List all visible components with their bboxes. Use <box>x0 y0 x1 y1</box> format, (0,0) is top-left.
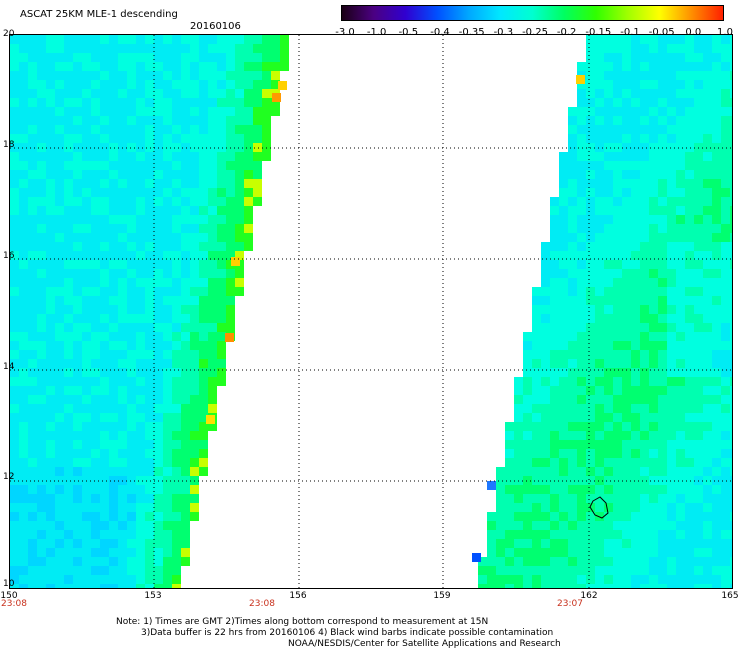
colorbar-tick-label: -0.5 <box>398 27 419 38</box>
colorbar-tick-label: -0.3 <box>493 27 514 38</box>
lon-label-150: 150 <box>0 591 18 601</box>
lat-label-14: 14 <box>3 362 15 372</box>
colorbar-labels: -3.0 -1.0 -0.5 -0.4 -0.35 -0.3 -0.25 -0.2 -0.15-… <box>330 27 740 39</box>
colorbar-tick-label: -0.35 <box>458 27 485 38</box>
note-line-1: Note: 1) Times are GMT 2)Times along bot… <box>116 617 489 627</box>
lat-label-16: 16 <box>3 251 15 261</box>
colorbar-tick-label: 0.0 <box>685 27 702 38</box>
colorbar-tick-label: -0.4 <box>430 27 450 38</box>
map-title: ASCAT 25KM MLE-1 descending <box>20 9 178 20</box>
colorbar-tick-label: -1.0 <box>366 27 387 38</box>
lat-label-20: 20 <box>3 29 15 39</box>
colorbar-tick-label: -0.25 <box>522 27 548 38</box>
lat-label-10: 10 <box>3 579 15 589</box>
map-panel <box>9 34 733 589</box>
time-label-2: 23:08 <box>249 599 275 609</box>
map-date: 20160106 <box>190 21 241 32</box>
lon-label-162: 162 <box>580 591 598 601</box>
colorbar <box>341 5 724 21</box>
colorbar-tick-label: -0.05 <box>648 27 675 38</box>
lat-label-18: 18 <box>3 140 15 150</box>
note-line-3: NOAA/NESDIS/Center for Satellite Applica… <box>288 639 561 649</box>
contamination-contour <box>589 496 609 519</box>
colorbar-tick-label: -3.0 <box>335 27 355 38</box>
lon-label-153: 153 <box>144 591 162 601</box>
scatterometer-field <box>10 35 732 588</box>
colorbar-tick-label: -0.15 <box>585 27 612 38</box>
lat-label-12: 12 <box>3 472 15 482</box>
lon-label-156: 156 <box>289 591 307 601</box>
note-line-2: 3)Data buffer is 22 hrs from 20160106 4)… <box>141 628 554 638</box>
colorbar-tick-label: -0.2 <box>556 27 577 38</box>
lon-label-165: 165 <box>721 591 739 601</box>
colorbar-tick-label: 1.0 <box>717 27 733 38</box>
time-label-1: 23:08 <box>1 599 27 609</box>
lon-label-159: 159 <box>433 591 451 601</box>
time-label-3: 23:07 <box>557 599 583 609</box>
colorbar-tick-label: -0.1 <box>620 27 640 38</box>
